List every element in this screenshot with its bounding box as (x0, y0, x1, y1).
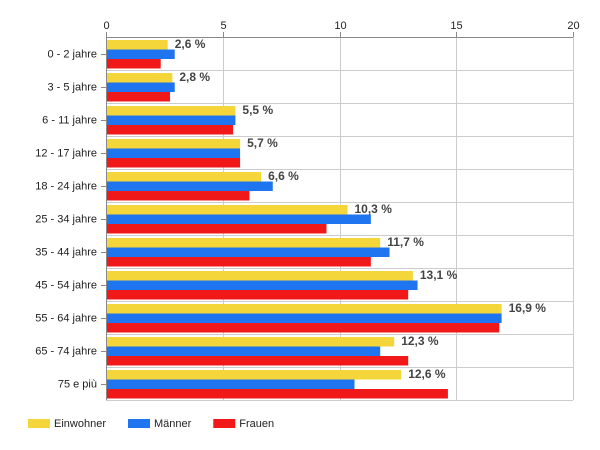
bar-männer (107, 379, 355, 389)
bar-einwohner (107, 40, 168, 50)
bar-einwohner (107, 271, 413, 281)
bar-einwohner (107, 337, 395, 347)
bar-einwohner (107, 304, 502, 314)
bars (107, 40, 502, 399)
category-label: 25 - 34 jahre (35, 214, 97, 226)
bar-frauen (107, 389, 448, 399)
bar-frauen (107, 125, 234, 135)
bar-frauen (107, 356, 409, 366)
legend: Einwohner Männer Frauen (28, 418, 274, 430)
bar-frauen (107, 224, 327, 234)
category-label: 3 - 5 jahre (47, 82, 97, 94)
data-label: 5,7 % (247, 136, 278, 150)
bar-männer (107, 148, 241, 158)
x-tick-label: 10 (334, 20, 346, 32)
bar-männer (107, 82, 175, 92)
x-tick-label: 5 (220, 20, 226, 32)
bar-männer (107, 313, 502, 323)
bar-männer (107, 49, 175, 59)
category-label: 35 - 44 jahre (35, 247, 97, 259)
data-label: 6,6 % (268, 169, 299, 183)
data-label: 13,1 % (420, 268, 458, 282)
bar-einwohner (107, 205, 348, 215)
data-label: 10,3 % (355, 202, 393, 216)
data-labels: 2,6 % 2,8 % 5,5 % 5,7 % 6,6 % 10,3 % 11,7 % 13,… (175, 37, 547, 381)
category-label: 55 - 64 jahre (35, 313, 97, 325)
bar-einwohner (107, 370, 402, 380)
bar-frauen (107, 323, 500, 333)
x-tick-label: 20 (567, 20, 579, 32)
data-label: 12,6 % (408, 367, 446, 381)
legend-label: Einwohner (54, 418, 106, 430)
bar-frauen (107, 158, 241, 168)
data-label: 11,7 % (387, 235, 424, 249)
bar-einwohner (107, 139, 241, 149)
bar-frauen (107, 59, 161, 69)
bar-einwohner (107, 238, 381, 248)
category-label: 75 e più (58, 379, 97, 391)
legend-label: Männer (154, 418, 192, 430)
data-label: 12,3 % (401, 334, 439, 348)
x-tick-label: 0 (103, 20, 109, 32)
bar-männer (107, 247, 390, 257)
legend-swatch-männer (127, 419, 150, 428)
category-label: 0 - 2 jahre (47, 49, 97, 61)
data-label: 2,8 % (179, 70, 210, 84)
data-label: 5,5 % (242, 103, 273, 117)
bar-frauen (107, 92, 171, 102)
bar-männer (107, 181, 273, 191)
axes: 0 5 10 15 20 0 - 2 jahre 3 - 5 jahre 6 - 11 jah… (35, 20, 580, 400)
bar-männer (107, 214, 371, 224)
category-label: 18 - 24 jahre (35, 181, 97, 193)
data-label: 16,9 % (509, 301, 547, 315)
bar-männer (107, 115, 236, 125)
bar-männer (107, 280, 418, 290)
data-label: 2,6 % (175, 37, 206, 51)
legend-swatch-einwohner (28, 419, 50, 428)
bar-einwohner (107, 106, 236, 116)
bar-einwohner (107, 73, 173, 83)
bar-frauen (107, 257, 371, 267)
bar-frauen (107, 191, 250, 201)
bar-frauen (107, 290, 409, 300)
bar-männer (107, 346, 381, 356)
category-label: 65 - 74 jahre (35, 346, 97, 358)
bar-einwohner (107, 172, 262, 182)
category-label: 6 - 11 jahre (42, 115, 97, 127)
legend-swatch-frauen (213, 419, 236, 428)
category-label: 12 - 17 jahre (35, 148, 97, 160)
x-tick-label: 15 (450, 20, 462, 32)
legend-label: Frauen (239, 418, 274, 430)
category-label: 45 - 54 jahre (35, 280, 97, 292)
